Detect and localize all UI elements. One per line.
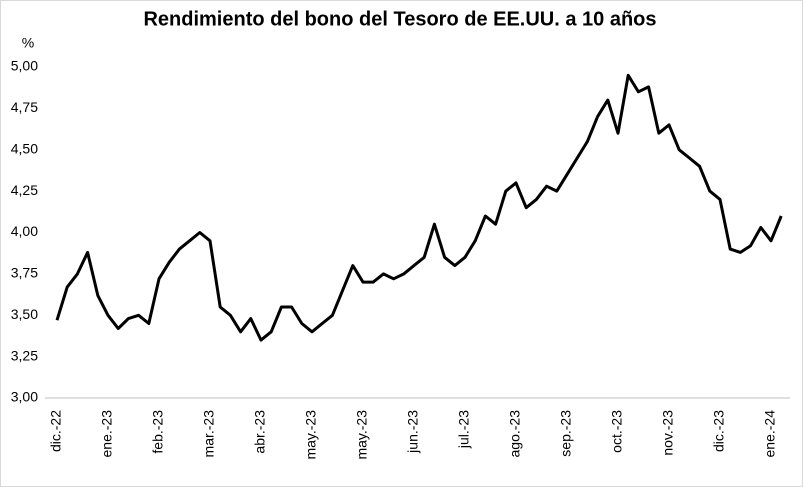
chart-title: Rendimiento del bono del Tesoro de EE.UU… (143, 8, 656, 30)
x-tick-label: oct.-23 (609, 410, 625, 453)
data-line (55, 73, 783, 342)
x-tick-label: may.-23 (354, 410, 370, 460)
x-tick-label: mar.-23 (201, 410, 217, 458)
y-tick-label: 3,00 (11, 389, 38, 405)
x-tick-label: jun.-23 (405, 410, 421, 454)
y-tick-label: 3,75 (11, 265, 38, 281)
x-tick-label: dic.-23 (711, 410, 727, 452)
y-tick-label: 4,50 (11, 140, 38, 156)
x-tick-label: dic.-22 (48, 410, 64, 452)
x-tick-label: jul.-23 (456, 410, 472, 449)
x-tick-label: ene.-23 (99, 410, 115, 458)
x-tick-label: ene.-24 (762, 410, 778, 458)
y-tick-label: 4,75 (11, 99, 38, 115)
x-tick-label: sep.-23 (558, 410, 574, 457)
y-tick-label: 3,25 (11, 347, 38, 363)
y-tick-label: 4,25 (11, 182, 38, 198)
x-tick-label: nov.-23 (660, 410, 676, 456)
x-tick-label: feb.-23 (150, 410, 166, 454)
y-tick-label: 5,00 (11, 58, 38, 74)
y-axis-label: % (22, 35, 34, 51)
x-tick-label: may.-23 (303, 410, 319, 460)
x-tick-label: ago.-23 (507, 410, 523, 458)
x-tick-label: abr.-23 (252, 410, 268, 454)
y-tick-label: 4,00 (11, 223, 38, 239)
y-tick-label: 3,50 (11, 306, 38, 322)
